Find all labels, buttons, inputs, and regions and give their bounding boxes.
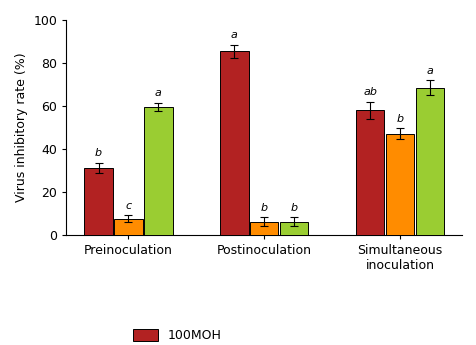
Text: c: c [125, 201, 131, 211]
Text: b: b [396, 114, 403, 124]
Text: b: b [95, 148, 102, 158]
Bar [144, 107, 172, 235]
Bar [84, 168, 112, 235]
Text: a: a [155, 88, 161, 98]
Bar [249, 222, 278, 235]
Bar [114, 218, 142, 235]
Legend: 100MOH, 50MOH, WA: 100MOH, 50MOH, WA [126, 322, 228, 345]
Y-axis label: Virus inhibitory rate (%): Virus inhibitory rate (%) [15, 52, 28, 202]
Bar [385, 134, 413, 235]
Text: b: b [290, 203, 297, 213]
Text: b: b [260, 203, 267, 213]
Text: ab: ab [362, 87, 377, 97]
Bar [220, 51, 248, 235]
Bar [279, 222, 307, 235]
Bar [355, 110, 384, 235]
Text: a: a [426, 66, 432, 76]
Bar [415, 88, 443, 235]
Text: a: a [230, 30, 238, 40]
